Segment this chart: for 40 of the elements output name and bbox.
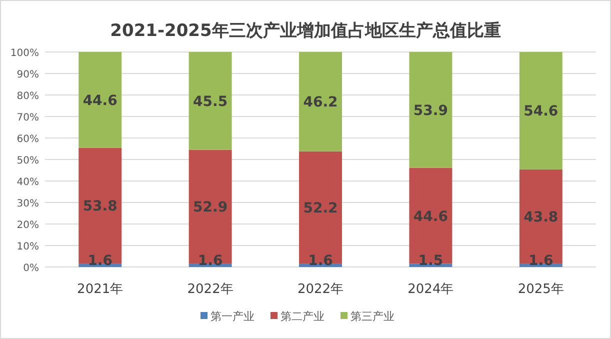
- y-tick-label: 20%: [16, 220, 39, 231]
- 第二产业-label: 52.2: [303, 200, 338, 216]
- x-tick-label: 2025年: [518, 282, 564, 297]
- bar: [519, 169, 562, 264]
- bar: [299, 52, 342, 152]
- y-tick-label: 40%: [16, 177, 39, 188]
- y-tick-label: 60%: [16, 134, 39, 145]
- y-tick-label: 10%: [16, 242, 39, 252]
- 第二产业-label: 53.8: [82, 198, 118, 215]
- bar: [299, 151, 342, 264]
- bar: [409, 52, 452, 168]
- x-tick-label: 2021年: [77, 282, 124, 297]
- 第二产业-label: 52.9: [193, 200, 228, 216]
- y-tick-label: 0%: [23, 263, 39, 274]
- y-tick-label: 50%: [16, 156, 39, 166]
- 第三产业-label: 54.6: [524, 104, 558, 120]
- y-tick-label: 100%: [10, 48, 39, 59]
- legend-label: 第三产业: [350, 310, 394, 323]
- legend-label: 第二产业: [280, 310, 324, 323]
- y-tick-label: 70%: [16, 112, 39, 124]
- 第二产业-label: 44.6: [413, 208, 448, 225]
- 第三产业-label: 44.6: [82, 92, 118, 109]
- legend-label: 第一产业: [210, 310, 254, 323]
- y-tick-label: 80%: [16, 91, 39, 102]
- chart-title: 2021-2025年三次产业增加值占地区生产总值比重: [110, 21, 501, 41]
- 第三产业-label: 46.2: [303, 94, 338, 111]
- x-tick-label: 2024年: [408, 282, 454, 297]
- bar: [188, 52, 232, 150]
- y-tick-label: 90%: [16, 70, 39, 80]
- bar: [78, 148, 122, 264]
- 第三产业-label: 45.5: [193, 94, 228, 110]
- bar: [188, 150, 232, 264]
- bar: [78, 52, 122, 148]
- x-tick-label: 2022年: [297, 282, 344, 297]
- 第二产业-label: 43.8: [524, 209, 558, 226]
- x-tick-label: 2022年: [187, 282, 234, 297]
- bar: [409, 168, 452, 264]
- bar: [519, 52, 562, 170]
- 第三产业-label: 53.9: [413, 102, 448, 119]
- y-tick-label: 30%: [16, 198, 39, 210]
